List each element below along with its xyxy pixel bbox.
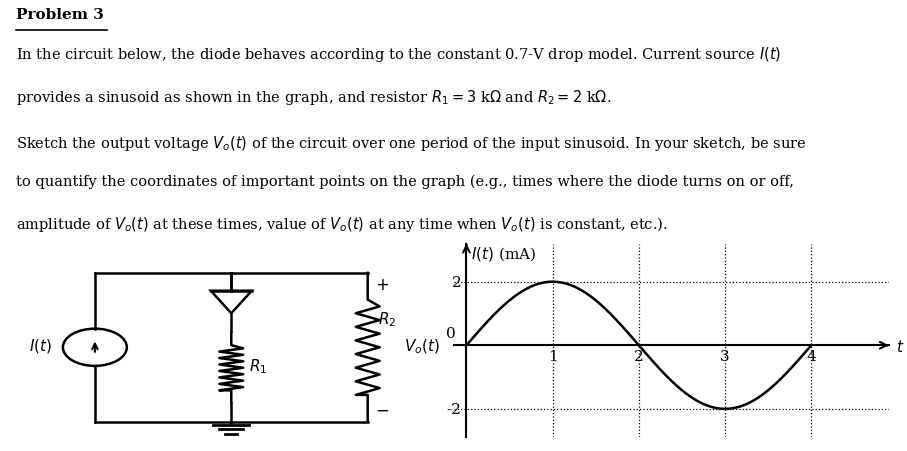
Text: $I(t)$: $I(t)$ [29, 337, 52, 355]
Text: $t$ (s): $t$ (s) [896, 338, 907, 356]
Text: to quantify the coordinates of important points on the graph (e.g., times where : to quantify the coordinates of important… [16, 174, 795, 189]
Text: 0: 0 [446, 327, 456, 341]
Text: Problem 3: Problem 3 [16, 8, 104, 22]
Text: provides a sinusoid as shown in the graph, and resistor $R_1 = 3$ k$\Omega$ and : provides a sinusoid as shown in the grap… [16, 88, 611, 107]
Text: $-$: $-$ [375, 402, 389, 419]
Text: $+$: $+$ [375, 276, 389, 294]
Text: $V_o(t)$: $V_o(t)$ [404, 338, 440, 356]
Text: $I(t)$ (mA): $I(t)$ (mA) [471, 245, 536, 263]
Text: $R_1$: $R_1$ [249, 358, 268, 377]
Text: amplitude of $V_o(t)$ at these times, value of $V_o(t)$ at any time when $V_o(t): amplitude of $V_o(t)$ at these times, va… [16, 215, 668, 234]
Text: In the circuit below, the diode behaves according to the constant 0.7-V drop mod: In the circuit below, the diode behaves … [16, 46, 782, 64]
Text: $R_2$: $R_2$ [378, 311, 396, 329]
Text: Sketch the output voltage $V_o(t)$ of the circuit over one period of the input s: Sketch the output voltage $V_o(t)$ of th… [16, 134, 807, 153]
